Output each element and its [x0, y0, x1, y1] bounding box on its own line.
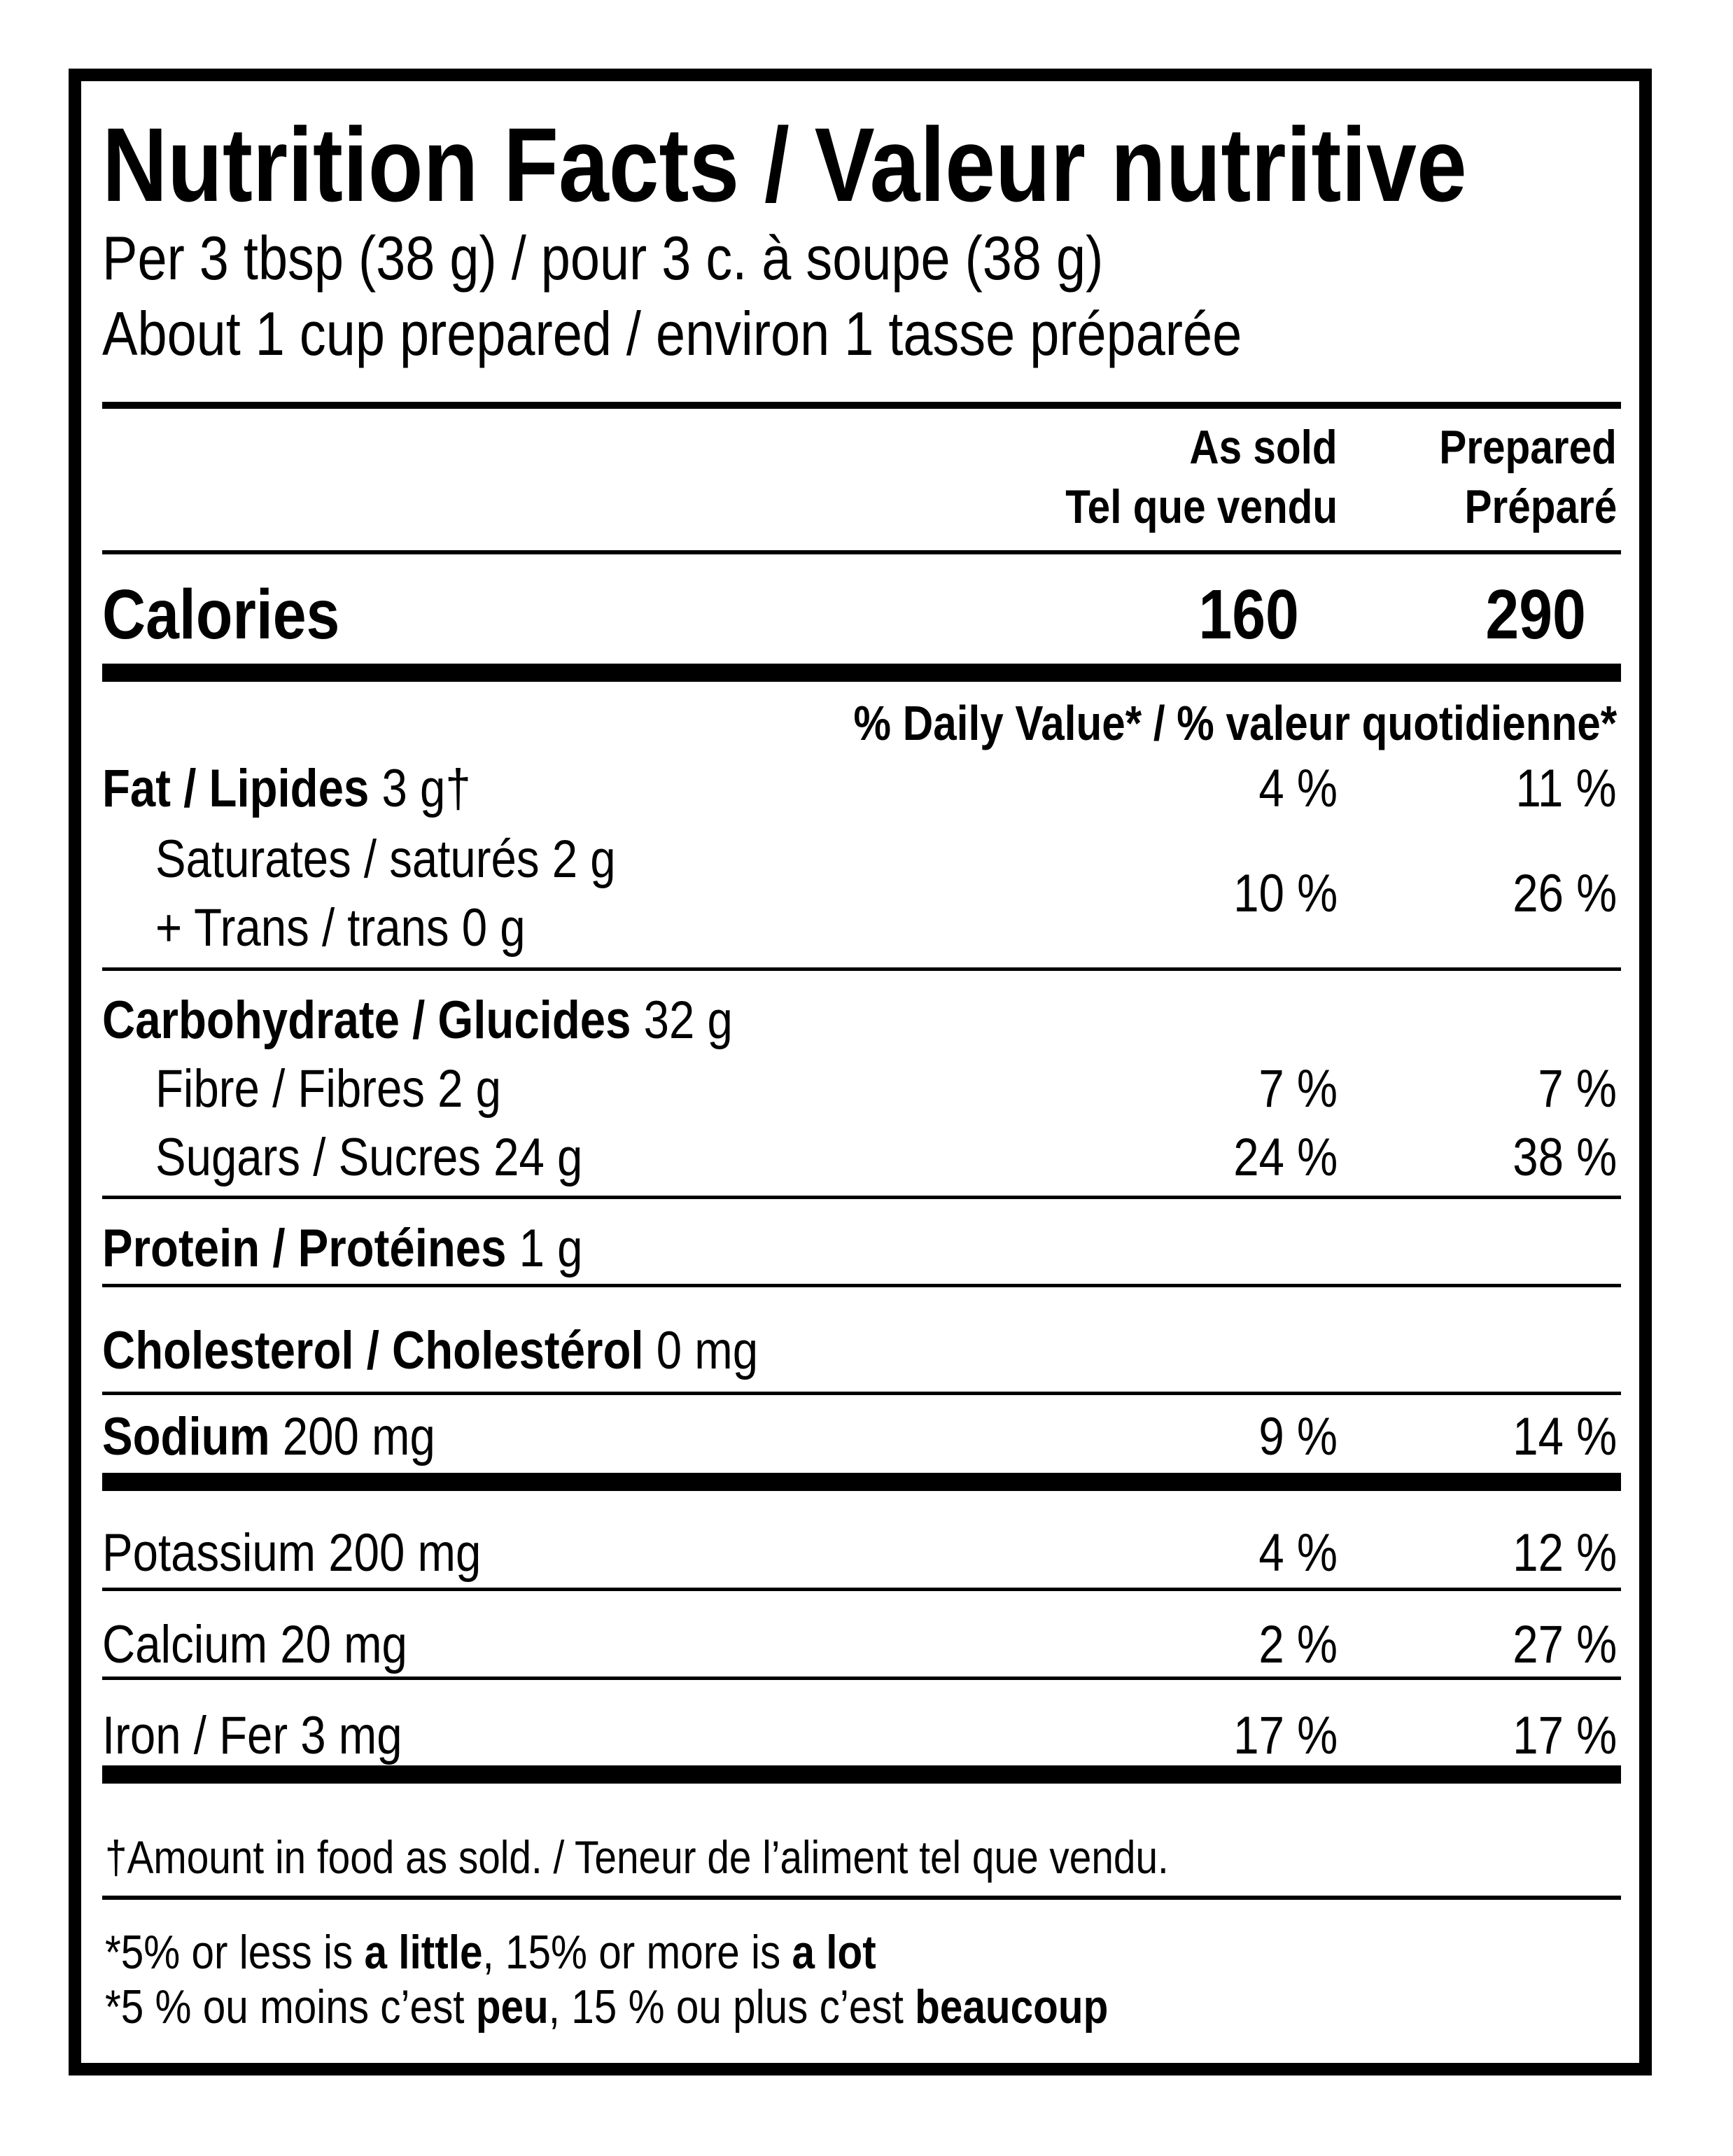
- divider: [102, 1392, 1621, 1395]
- sat-trans-prepared: 26 %: [1513, 864, 1617, 923]
- nutrient-carbohydrate: Carbohydrate / Glucides 32 g: [102, 990, 733, 1050]
- divider: [102, 402, 1621, 409]
- calcium-as-sold: 2 %: [1258, 1615, 1338, 1674]
- footnote-daily-value-fr: *5 % ou moins c’est peu, 15 % ou plus c’…: [105, 1980, 1109, 2033]
- nutrient-cholesterol: Cholesterol / Cholestérol 0 mg: [102, 1321, 759, 1380]
- divider: [102, 1588, 1621, 1591]
- footnote-as-sold: †Amount in food as sold. / Teneur de l’a…: [105, 1831, 1169, 1883]
- potassium-as-sold: 4 %: [1258, 1523, 1338, 1583]
- calories-as-sold: 160: [1198, 575, 1299, 654]
- column-prepared-en: Prepared: [1439, 421, 1617, 474]
- iron-prepared: 17 %: [1513, 1706, 1617, 1765]
- nutrient-calcium: Calcium 20 mg: [102, 1615, 407, 1674]
- divider: [102, 1284, 1621, 1287]
- column-prepared-fr: Préparé: [1464, 480, 1617, 533]
- iron-as-sold: 17 %: [1233, 1706, 1338, 1765]
- divider: [102, 1896, 1621, 1900]
- divider: [102, 967, 1621, 971]
- fibre-as-sold: 7 %: [1258, 1059, 1338, 1119]
- column-as-sold-fr: Tel que vendu: [1065, 480, 1338, 533]
- column-as-sold-en: As sold: [1189, 421, 1338, 474]
- nutrient-fibre: Fibre / Fibres 2 g: [155, 1059, 502, 1119]
- fibre-prepared: 7 %: [1538, 1059, 1617, 1119]
- thick-divider: [102, 1473, 1621, 1491]
- daily-value-header: % Daily Value* / % valeur quotidienne*: [853, 696, 1617, 750]
- sat-trans-as-sold: 10 %: [1233, 864, 1338, 923]
- thick-divider: [102, 664, 1621, 682]
- label-title: Nutrition Facts / Valeur nutritive: [102, 106, 1467, 223]
- nutrient-sodium: Sodium 200 mg: [102, 1407, 435, 1466]
- sodium-as-sold: 9 %: [1258, 1407, 1338, 1466]
- nutrient-sugars: Sugars / Sucres 24 g: [155, 1128, 583, 1187]
- nutrient-potassium: Potassium 200 mg: [102, 1523, 482, 1583]
- fat-prepared: 11 %: [1515, 759, 1617, 818]
- thick-divider: [102, 1765, 1621, 1784]
- divider: [102, 1676, 1621, 1680]
- nutrient-iron: Iron / Fer 3 mg: [102, 1706, 402, 1765]
- calories-prepared: 290: [1485, 575, 1586, 654]
- calcium-prepared: 27 %: [1513, 1615, 1617, 1674]
- nutrient-trans: + Trans / trans 0 g: [155, 898, 526, 958]
- serving-size: Per 3 tbsp (38 g) / pour 3 c. à soupe (3…: [102, 223, 1104, 293]
- serving-prepared: About 1 cup prepared / environ 1 tasse p…: [102, 299, 1242, 368]
- sodium-prepared: 14 %: [1513, 1407, 1617, 1466]
- label-border: [69, 69, 1652, 2076]
- sugars-prepared: 38 %: [1513, 1128, 1617, 1187]
- divider: [102, 550, 1621, 554]
- fat-as-sold: 4 %: [1258, 759, 1338, 818]
- nutrient-saturates: Saturates / saturés 2 g: [155, 830, 616, 889]
- nutrient-protein: Protein / Protéines 1 g: [102, 1219, 583, 1278]
- sugars-as-sold: 24 %: [1233, 1128, 1338, 1187]
- footnote-daily-value-en: *5% or less is a little, 15% or more is …: [105, 1926, 876, 1979]
- divider: [102, 1196, 1621, 1199]
- potassium-prepared: 12 %: [1513, 1523, 1617, 1583]
- calories-label: Calories: [102, 575, 340, 654]
- nutrient-fat: Fat / Lipides 3 g†: [102, 759, 471, 818]
